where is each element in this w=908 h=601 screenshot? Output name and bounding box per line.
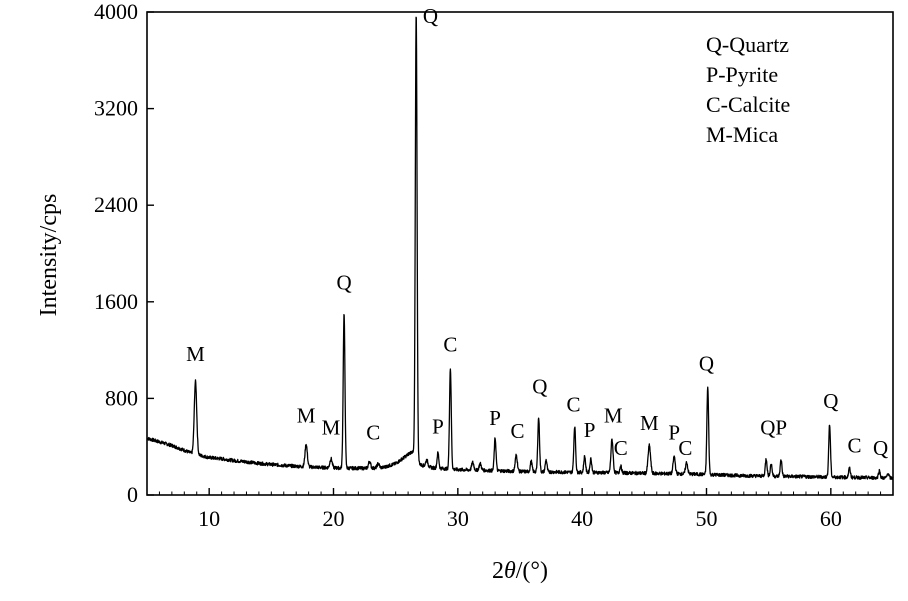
legend-item: M-Mica <box>706 122 778 147</box>
legend: Q-Quartz P-Pyrite C-Calcite M-Mica <box>706 32 790 147</box>
x-tick-label: 50 <box>696 506 718 531</box>
peak-label: C <box>847 434 861 458</box>
x-axis-title: 2θ/(°) <box>492 558 548 584</box>
diffraction-trace <box>146 16 894 481</box>
peak-label: M <box>604 404 623 428</box>
peak-label: P <box>584 418 596 442</box>
peak-label: M <box>640 411 659 435</box>
y-tick-label: 3200 <box>94 96 138 121</box>
y-axis-title: Intensity/cps <box>36 194 62 317</box>
y-tick-label: 800 <box>105 385 138 410</box>
y-tick-label: 2400 <box>94 192 138 217</box>
peak-label: P <box>432 414 444 438</box>
peak-label: C <box>366 420 380 444</box>
x-tick-label: 40 <box>571 506 593 531</box>
y-tick-label: 0 <box>127 482 138 507</box>
peak-label: Q <box>873 436 888 460</box>
peak-label: QP <box>760 416 787 440</box>
peak-label: C <box>566 393 580 417</box>
legend-item: P-Pyrite <box>706 62 778 87</box>
legend-item: Q-Quartz <box>706 32 789 57</box>
y-tick-label: 4000 <box>94 0 138 24</box>
peak-label: C <box>614 436 628 460</box>
legend-item: C-Calcite <box>706 92 790 117</box>
x-tick-label: 10 <box>198 506 220 531</box>
trace-line <box>146 16 894 481</box>
peak-label: Q <box>823 389 838 413</box>
peak-label: M <box>322 416 341 440</box>
peak-label: P <box>668 420 680 444</box>
peak-label: C <box>678 436 692 460</box>
x-tick-label: 60 <box>820 506 842 531</box>
peak-label: C <box>511 419 525 443</box>
peak-label: Q <box>423 4 438 28</box>
x-tick-label: 20 <box>323 506 345 531</box>
y-tick-label: 1600 <box>94 289 138 314</box>
peak-label: M <box>297 404 316 428</box>
peak-label: M <box>186 342 205 366</box>
peak-label: Q <box>336 271 351 295</box>
peak-label: Q <box>532 375 547 399</box>
peak-label: P <box>489 406 501 430</box>
axis-ticks: 10 20 30 40 50 60 0 800 1600 2400 3200 4000 <box>94 0 894 531</box>
peak-label: Q <box>699 352 714 376</box>
peak-label: C <box>443 332 457 356</box>
x-tick-label: 30 <box>447 506 469 531</box>
